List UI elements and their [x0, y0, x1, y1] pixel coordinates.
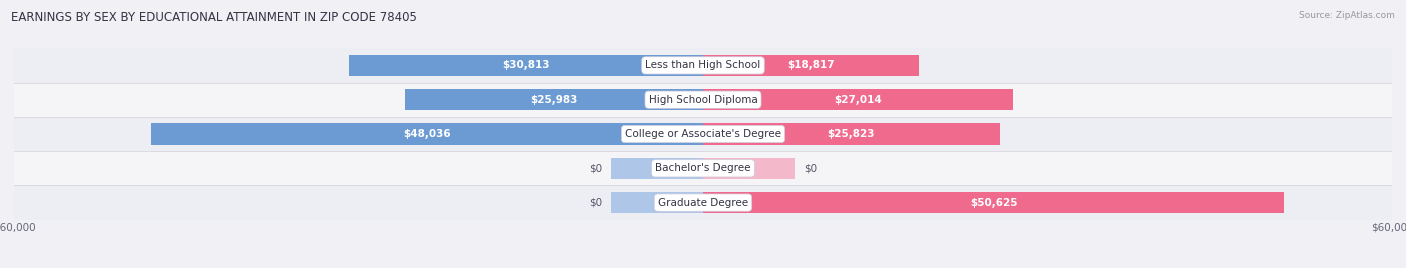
Text: Bachelor's Degree: Bachelor's Degree — [655, 163, 751, 173]
Bar — [14, 185, 1392, 220]
Text: Graduate Degree: Graduate Degree — [658, 198, 748, 208]
Text: College or Associate's Degree: College or Associate's Degree — [626, 129, 780, 139]
Bar — [703, 55, 920, 76]
Text: $48,036: $48,036 — [404, 129, 451, 139]
Bar — [152, 123, 703, 145]
Text: $0: $0 — [804, 163, 817, 173]
Text: Less than High School: Less than High School — [645, 60, 761, 70]
Bar — [612, 158, 703, 179]
Text: High School Diploma: High School Diploma — [648, 95, 758, 105]
Bar — [612, 192, 703, 213]
Bar — [349, 55, 703, 76]
Text: EARNINGS BY SEX BY EDUCATIONAL ATTAINMENT IN ZIP CODE 78405: EARNINGS BY SEX BY EDUCATIONAL ATTAINMEN… — [11, 11, 418, 24]
Text: $25,983: $25,983 — [530, 95, 578, 105]
Bar — [14, 117, 1392, 151]
Text: $18,817: $18,817 — [787, 60, 835, 70]
Text: $25,823: $25,823 — [828, 129, 875, 139]
Text: $0: $0 — [589, 163, 602, 173]
Text: Source: ZipAtlas.com: Source: ZipAtlas.com — [1299, 11, 1395, 20]
Bar — [703, 192, 1284, 213]
Bar — [703, 89, 1014, 110]
Bar — [14, 48, 1392, 83]
Bar — [405, 89, 703, 110]
Bar — [703, 123, 1000, 145]
Bar — [14, 151, 1392, 185]
Bar — [703, 158, 794, 179]
Text: $0: $0 — [589, 198, 602, 208]
Text: $30,813: $30,813 — [502, 60, 550, 70]
Text: $50,625: $50,625 — [970, 198, 1018, 208]
Bar — [14, 83, 1392, 117]
Text: $27,014: $27,014 — [834, 95, 882, 105]
